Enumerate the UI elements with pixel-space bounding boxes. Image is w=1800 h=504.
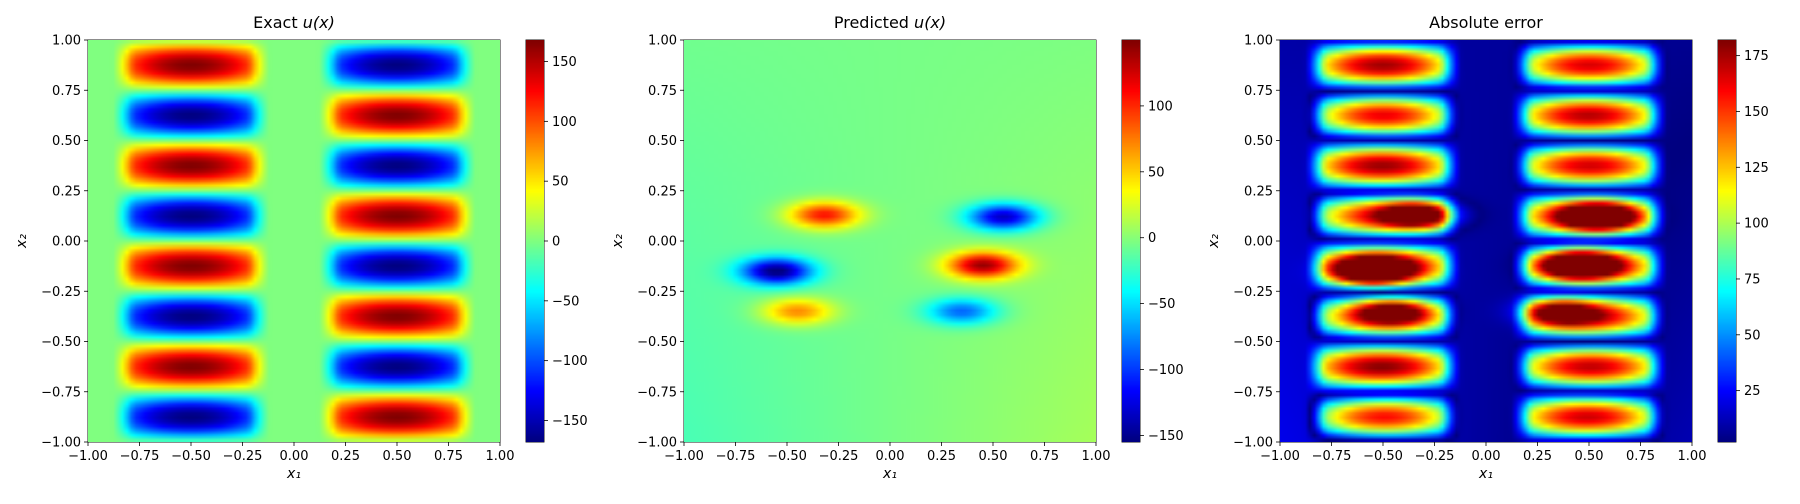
colorbar-tick-label: −150 (552, 414, 588, 429)
x-tick-label: −1.00 (1260, 449, 1300, 464)
x-tick-label: −0.50 (1363, 449, 1403, 464)
x-tick-label: 0.50 (1575, 449, 1604, 464)
x-tick-label: −0.75 (120, 449, 160, 464)
x-tick-label: −0.25 (223, 449, 263, 464)
x-axis-label: x₁ (1478, 466, 1493, 482)
chart-title: Predicted u(x) (834, 13, 946, 32)
y-tick-label: −0.75 (1233, 385, 1273, 400)
y-tick-label: 0.00 (648, 235, 677, 250)
y-tick-label: 0.00 (52, 235, 81, 250)
y-tick-label: −1.00 (1233, 436, 1273, 451)
x-tick-label: −0.50 (171, 449, 211, 464)
y-tick-label: 0.50 (648, 134, 677, 149)
y-tick-label: 1.00 (52, 34, 81, 49)
x-tick-label: 1.00 (486, 449, 515, 464)
y-tick-label: −0.25 (637, 285, 677, 300)
chart-title-math: u(x) (914, 13, 946, 32)
x-tick-label: 0.00 (1472, 449, 1501, 464)
x-tick-label: 0.25 (331, 449, 360, 464)
x-tick-label: −0.25 (1415, 449, 1455, 464)
y-tick-label: 0.75 (1244, 84, 1273, 99)
colorbar-tick-label: 0 (1148, 231, 1156, 246)
colorbar-tick-label: 25 (1744, 384, 1761, 399)
colorbar-tick-label: 50 (1148, 165, 1165, 180)
colorbar-tick-label: −50 (1148, 297, 1175, 312)
chart-title-text: Predicted (834, 13, 914, 32)
y-tick-label: 0.50 (52, 134, 81, 149)
x-tick-label: 0.75 (1030, 449, 1059, 464)
colorbar-tick-label: 150 (552, 55, 577, 70)
colorbar-3 (1718, 40, 1736, 442)
y-tick-label: 0.25 (1244, 184, 1273, 199)
y-tick-label: −0.25 (41, 285, 81, 300)
chart-panel-1: Exact u(x) −1.00 −0.75 −0.50 −0.25 0.00 0.25 0.… (14, 13, 588, 482)
y-tick-label: −0.50 (637, 335, 677, 350)
y-tick-label: −0.50 (41, 335, 81, 350)
colorbar-tick-label: 100 (1148, 99, 1173, 114)
chart-panel-3: Absolute error −1.00 −0.75 −0.50 −0.25 0.00 0.… (1206, 13, 1769, 482)
x-tick-label: 0.25 (1523, 449, 1552, 464)
colorbar-tick-label: −100 (1148, 363, 1184, 378)
x-tick-label: 0.00 (280, 449, 309, 464)
y-tick-label: −0.75 (41, 385, 81, 400)
heatmap-image-3 (1280, 40, 1692, 442)
x-tick-label: −1.00 (68, 449, 108, 464)
colorbar-tick-label: 100 (1744, 217, 1769, 232)
colorbar-tick-label: 50 (1744, 328, 1761, 343)
colorbar-tick-label: 175 (1744, 49, 1769, 64)
colorbar-tick-label: 75 (1744, 272, 1761, 287)
y-tick-label: −0.25 (1233, 285, 1273, 300)
y-tick-label: 0.25 (52, 184, 81, 199)
y-tick-label: 0.75 (52, 84, 81, 99)
colorbar-tick-label: 50 (552, 175, 569, 190)
y-tick-label: −1.00 (41, 436, 81, 451)
chart-title: Absolute error (1429, 13, 1543, 32)
x-tick-label: 0.75 (1626, 449, 1655, 464)
x-tick-label: 0.00 (876, 449, 905, 464)
heatmap-image-1 (88, 40, 500, 442)
heatmap-image-2 (684, 40, 1096, 442)
x-tick-label: −0.75 (716, 449, 756, 464)
chart-panel-2: Predicted u(x) −1.00 −0.75 −0.50 −0.25 0.00 0.… (610, 13, 1184, 482)
x-tick-label: −0.25 (819, 449, 859, 464)
y-tick-label: 0.75 (648, 84, 677, 99)
colorbar-1 (526, 40, 544, 442)
colorbar-tick-label: 100 (552, 115, 577, 130)
x-tick-label: 0.50 (383, 449, 412, 464)
colorbar-tick-label: −100 (552, 354, 588, 369)
y-tick-label: −1.00 (637, 436, 677, 451)
colorbar-2 (1122, 40, 1140, 442)
y-axis-label: x₂ (1206, 234, 1222, 249)
x-tick-label: 0.25 (927, 449, 956, 464)
x-tick-label: 1.00 (1678, 449, 1707, 464)
x-tick-label: 0.50 (979, 449, 1008, 464)
x-axis-label: x₁ (882, 466, 897, 482)
colorbar-tick-label: −150 (1148, 429, 1184, 444)
x-tick-label: −1.00 (664, 449, 704, 464)
colorbar-tick-label: 0 (552, 235, 560, 250)
chart-title-text: Exact (253, 13, 303, 32)
x-axis-label: x₁ (286, 466, 301, 482)
chart-title-text: Absolute error (1429, 13, 1543, 32)
x-tick-label: −0.50 (767, 449, 807, 464)
chart-title-math: u(x) (303, 13, 335, 32)
colorbar-tick-label: 125 (1744, 161, 1769, 176)
y-tick-label: −0.75 (637, 385, 677, 400)
y-tick-label: 0.50 (1244, 134, 1273, 149)
y-tick-label: 0.25 (648, 184, 677, 199)
chart-title: Exact u(x) (253, 13, 335, 32)
colorbar-tick-label: 150 (1744, 105, 1769, 120)
x-tick-label: 1.00 (1082, 449, 1111, 464)
y-tick-label: −0.50 (1233, 335, 1273, 350)
colorbar-tick-label: −50 (552, 294, 579, 309)
x-tick-label: 0.75 (434, 449, 463, 464)
x-tick-label: −0.75 (1312, 449, 1352, 464)
y-axis-label: x₂ (14, 234, 30, 249)
y-tick-label: 0.00 (1244, 235, 1273, 250)
y-tick-label: 1.00 (1244, 34, 1273, 49)
y-tick-label: 1.00 (648, 34, 677, 49)
y-axis-label: x₂ (610, 234, 626, 249)
